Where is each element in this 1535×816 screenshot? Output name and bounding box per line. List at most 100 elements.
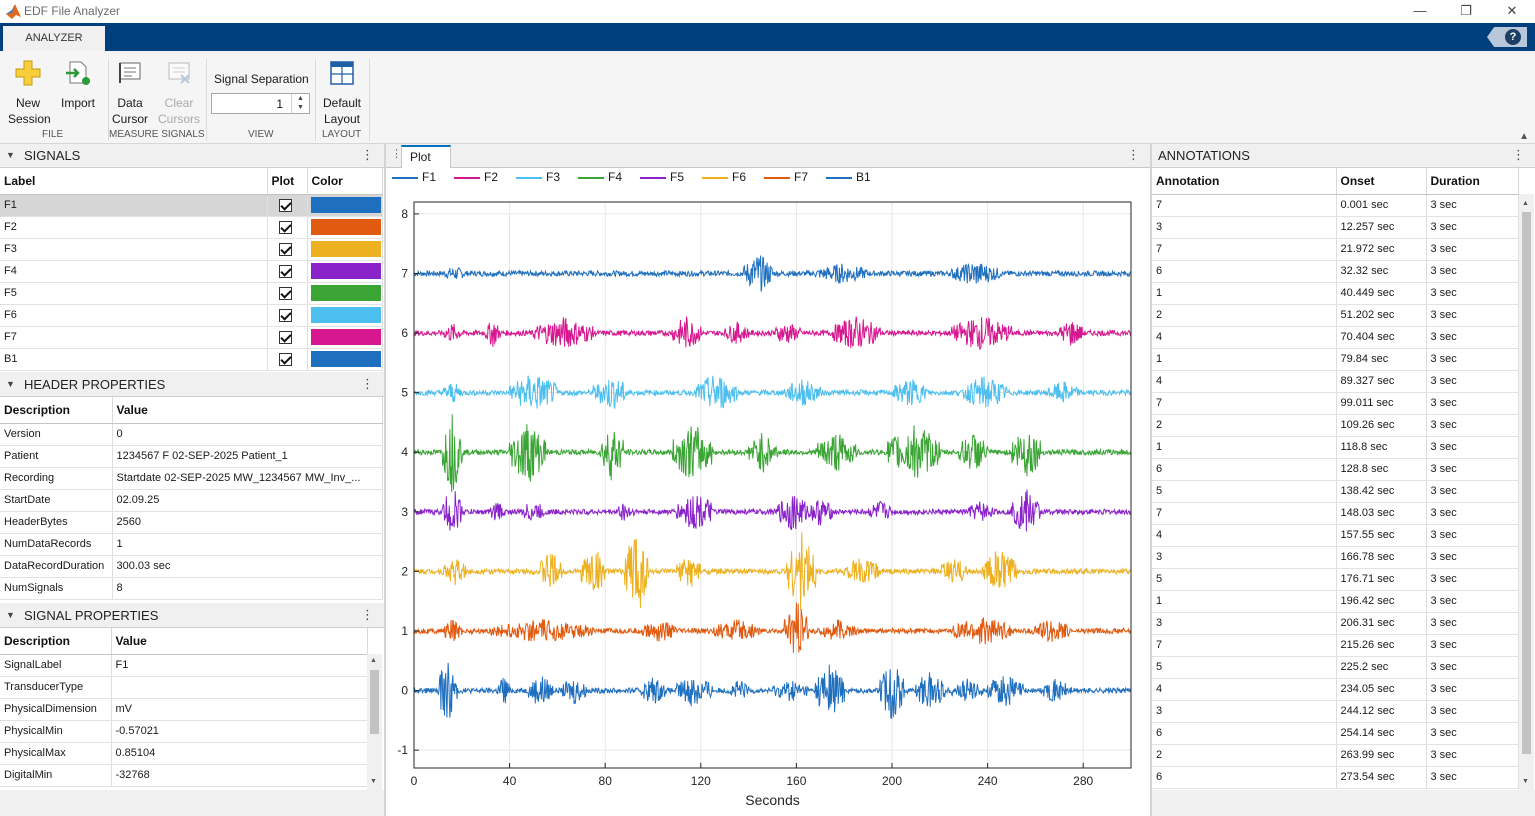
duration-cell[interactable]: 3 sec <box>1426 744 1519 767</box>
annotation-row[interactable]: 7 99.011 sec 3 sec <box>1152 392 1519 415</box>
annotation-row[interactable]: 2 51.202 sec 3 sec <box>1152 304 1519 327</box>
column-header-plot[interactable]: Plot <box>267 168 308 195</box>
annotations-panel-header[interactable]: ANNOTATIONS ⋮ <box>1152 144 1535 168</box>
onset-cell[interactable]: 70.404 sec <box>1336 326 1427 349</box>
onset-cell[interactable]: 244.12 sec <box>1336 700 1427 723</box>
annotation-cell[interactable]: 2 <box>1152 304 1337 327</box>
signal-label-cell[interactable]: F2 <box>0 216 268 239</box>
annotation-row[interactable]: 4 157.55 sec 3 sec <box>1152 524 1519 547</box>
annotation-row[interactable]: 6 254.14 sec 3 sec <box>1152 722 1519 745</box>
duration-cell[interactable]: 3 sec <box>1426 260 1519 283</box>
annotation-cell[interactable]: 3 <box>1152 216 1337 239</box>
column-header-value[interactable]: Value <box>112 397 383 424</box>
annotation-row[interactable]: 5 138.42 sec 3 sec <box>1152 480 1519 503</box>
onset-cell[interactable]: 148.03 sec <box>1336 502 1427 525</box>
signal-row[interactable]: F6 <box>0 304 383 327</box>
column-header-onset[interactable]: Onset <box>1336 168 1427 195</box>
duration-cell[interactable]: 3 sec <box>1426 216 1519 239</box>
duration-cell[interactable]: 3 sec <box>1426 348 1519 371</box>
legend-item-f1[interactable]: F1 <box>392 170 436 184</box>
onset-cell[interactable]: 128.8 sec <box>1336 458 1427 481</box>
annotation-cell[interactable]: 6 <box>1152 722 1337 745</box>
header-property-row[interactable]: Recording Startdate 02-SEP-2025 MW_123456… <box>0 467 383 490</box>
clear-cursors-button[interactable]: Clear Cursors <box>157 59 201 127</box>
onset-cell[interactable]: 79.84 sec <box>1336 348 1427 371</box>
onset-cell[interactable]: 166.78 sec <box>1336 546 1427 569</box>
annotation-cell[interactable]: 4 <box>1152 326 1337 349</box>
onset-cell[interactable]: 109.26 sec <box>1336 414 1427 437</box>
plot-checkbox[interactable] <box>278 286 292 300</box>
data-cursor-button[interactable]: Data Cursor <box>110 59 150 127</box>
annotation-row[interactable]: 6 32.32 sec 3 sec <box>1152 260 1519 283</box>
onset-cell[interactable]: 99.011 sec <box>1336 392 1427 415</box>
annotation-row[interactable]: 3 244.12 sec 3 sec <box>1152 700 1519 723</box>
annotation-row[interactable]: 6 273.54 sec 3 sec <box>1152 766 1519 789</box>
duration-cell[interactable]: 3 sec <box>1426 546 1519 569</box>
annotation-cell[interactable]: 5 <box>1152 568 1337 591</box>
annotation-row[interactable]: 5 176.71 sec 3 sec <box>1152 568 1519 591</box>
signal-row[interactable]: F3 <box>0 238 383 261</box>
collapse-toolstrip-icon[interactable]: ▲ <box>1519 131 1529 142</box>
annotation-cell[interactable]: 6 <box>1152 458 1337 481</box>
drag-handle-icon[interactable]: ⋮ <box>391 148 402 160</box>
onset-cell[interactable]: 206.31 sec <box>1336 612 1427 635</box>
plot-checkbox[interactable] <box>278 308 292 322</box>
legend-item-f2[interactable]: F2 <box>454 170 498 184</box>
duration-cell[interactable]: 3 sec <box>1426 282 1519 305</box>
right-splitter[interactable] <box>1150 144 1152 816</box>
annotation-row[interactable]: 4 234.05 sec 3 sec <box>1152 678 1519 701</box>
column-header-value[interactable]: Value <box>111 628 368 655</box>
value-cell[interactable]: F1 <box>111 654 368 677</box>
annotation-cell[interactable]: 3 <box>1152 612 1337 635</box>
annotation-cell[interactable]: 6 <box>1152 766 1337 789</box>
legend-item-f6[interactable]: F6 <box>702 170 746 184</box>
onset-cell[interactable]: 263.99 sec <box>1336 744 1427 767</box>
annotation-cell[interactable]: 4 <box>1152 678 1337 701</box>
annotation-row[interactable]: 2 263.99 sec 3 sec <box>1152 744 1519 767</box>
value-cell[interactable]: 0 <box>112 423 383 446</box>
value-cell[interactable]: mV <box>111 698 368 721</box>
header-property-row[interactable]: HeaderBytes 2560 <box>0 511 383 534</box>
annotation-row[interactable]: 4 70.404 sec 3 sec <box>1152 326 1519 349</box>
signal-label-cell[interactable]: F5 <box>0 282 268 305</box>
duration-cell[interactable]: 3 sec <box>1426 502 1519 525</box>
annotations-scrollbar[interactable]: ▲ ▼ <box>1519 194 1534 790</box>
plot-checkbox[interactable] <box>278 352 292 366</box>
onset-cell[interactable]: 225.2 sec <box>1336 656 1427 679</box>
signal-row[interactable]: F1 <box>0 194 383 217</box>
annotation-cell[interactable]: 5 <box>1152 656 1337 679</box>
plot-checkbox[interactable] <box>278 220 292 234</box>
header-property-row[interactable]: DataRecordDuration 300.03 sec <box>0 555 383 578</box>
default-layout-button[interactable]: Default Layout <box>319 59 365 127</box>
duration-cell[interactable]: 3 sec <box>1426 304 1519 327</box>
duration-cell[interactable]: 3 sec <box>1426 524 1519 547</box>
panel-menu-icon[interactable]: ⋮ <box>361 147 374 162</box>
left-splitter[interactable] <box>384 144 386 816</box>
value-cell[interactable]: -0.57021 <box>111 720 368 743</box>
duration-cell[interactable]: 3 sec <box>1426 414 1519 437</box>
legend-item-f4[interactable]: F4 <box>578 170 622 184</box>
signal-separation-spinner[interactable]: 1 ▲ ▼ <box>211 93 310 114</box>
collapse-caret-icon[interactable]: ▼ <box>6 150 15 160</box>
annotation-cell[interactable]: 1 <box>1152 590 1337 613</box>
signals-panel-header[interactable]: ▼ SIGNALS ⋮ <box>0 144 384 168</box>
annotation-row[interactable]: 1 79.84 sec 3 sec <box>1152 348 1519 371</box>
color-swatch[interactable] <box>310 241 381 257</box>
duration-cell[interactable]: 3 sec <box>1426 326 1519 349</box>
onset-cell[interactable]: 21.972 sec <box>1336 238 1427 261</box>
onset-cell[interactable]: 215.26 sec <box>1336 634 1427 657</box>
signal-label-cell[interactable]: B1 <box>0 348 268 371</box>
onset-cell[interactable]: 51.202 sec <box>1336 304 1427 327</box>
panel-menu-icon[interactable]: ⋮ <box>1512 147 1525 162</box>
onset-cell[interactable]: 176.71 sec <box>1336 568 1427 591</box>
annotation-cell[interactable]: 7 <box>1152 392 1337 415</box>
color-swatch[interactable] <box>310 329 381 345</box>
duration-cell[interactable]: 3 sec <box>1426 370 1519 393</box>
restore-icon[interactable]: ❐ <box>1460 3 1472 18</box>
signal-property-row[interactable]: PhysicalMax 0.85104 <box>0 742 368 765</box>
annotation-row[interactable]: 1 40.449 sec 3 sec <box>1152 282 1519 305</box>
signal-row[interactable]: F2 <box>0 216 383 239</box>
import-button[interactable]: Import <box>58 59 98 111</box>
signal-label-cell[interactable]: F6 <box>0 304 268 327</box>
value-cell[interactable]: 1 <box>112 533 383 556</box>
